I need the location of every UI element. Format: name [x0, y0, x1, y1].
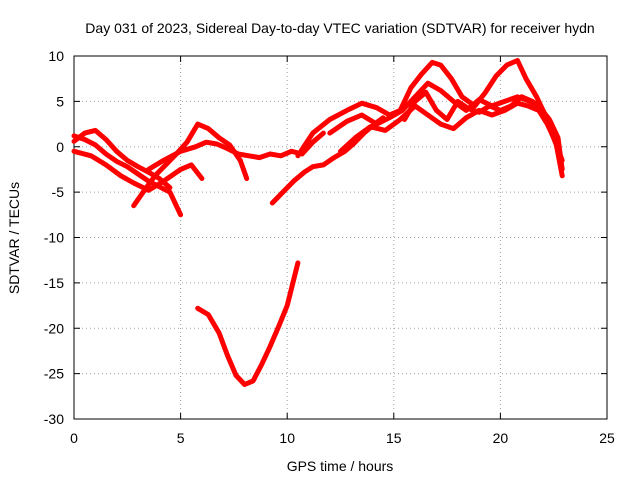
y-tick-label: -20	[44, 320, 64, 336]
grid-lines	[74, 56, 607, 419]
x-axis-label: GPS time / hours	[287, 458, 394, 474]
plot-frame	[73, 55, 608, 420]
series-track-e	[146, 130, 326, 172]
series-track-g	[195, 260, 301, 387]
y-tick-label: -30	[44, 411, 64, 427]
series-track-h	[295, 58, 565, 163]
axis-ticks: 0 5 10 15 20 25 10 5 0 -5 -10 -15 -20 -25 -30	[44, 48, 615, 446]
data-series	[71, 58, 565, 387]
series-track-d	[131, 121, 250, 209]
x-tick-label: 20	[493, 430, 509, 446]
y-tick-label: 5	[56, 93, 64, 109]
x-tick-label: 5	[177, 430, 185, 446]
x-tick-label: 10	[279, 430, 295, 446]
series-track-a	[71, 133, 184, 218]
x-tick-label: 25	[599, 430, 615, 446]
x-tick-label: 15	[386, 430, 402, 446]
series-track-c	[71, 148, 205, 193]
y-tick-label: -10	[44, 230, 64, 246]
y-axis-label: SDTVAR / TECUs	[6, 182, 22, 294]
y-tick-label: 10	[48, 48, 64, 64]
chart-title: Day 031 of 2023, Sidereal Day-to-day VTE…	[85, 20, 594, 36]
y-tick-label: -15	[44, 275, 64, 291]
y-tick-label: -5	[52, 184, 65, 200]
series-track-j	[338, 100, 565, 179]
y-tick-label: -25	[44, 366, 64, 382]
y-tick-label: 0	[56, 139, 64, 155]
x-tick-label: 0	[70, 430, 78, 446]
series-track-k	[402, 89, 563, 157]
